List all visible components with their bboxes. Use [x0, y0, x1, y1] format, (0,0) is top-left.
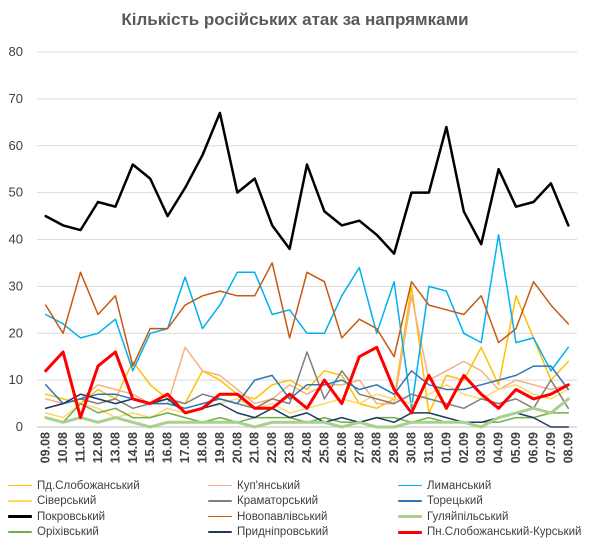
legend-label: Куп'янський [237, 479, 301, 492]
plot-area: 0 10 20 30 40 50 60 70 80 09.08 10.08 11.08 12.08 13.… [9, 44, 577, 463]
legend-swatch [208, 484, 232, 487]
legend-item: Покровський [8, 509, 105, 524]
legend-label: Пд.Слобожанський [37, 479, 140, 492]
x-tick-label: 29.08 [387, 432, 401, 463]
y-tick-label: 80 [9, 44, 23, 59]
legend-swatch [8, 500, 32, 502]
x-tick-label: 18.08 [195, 432, 209, 463]
x-tick-label: 08.09 [561, 432, 575, 463]
x-tick-label: 10.08 [56, 432, 70, 463]
legend-item: Краматорський [208, 494, 318, 509]
legend-label: Пн.Слобожанський-Курський [427, 526, 582, 538]
legend-label: Оріхівський [37, 526, 99, 538]
legend-swatch [8, 531, 32, 533]
legend-label: Покровський [37, 510, 106, 523]
x-tick-label: 19.08 [213, 432, 227, 463]
legend-swatch [398, 530, 422, 534]
x-tick-label: 11.08 [74, 432, 88, 463]
y-tick-label: 10 [9, 372, 23, 387]
legend-label: Краматорський [237, 495, 319, 507]
legend-label: Сіверський [37, 495, 97, 507]
series-line [44, 295, 570, 405]
legend-label: Торецький [427, 495, 483, 507]
legend-item: Куп'янський [208, 478, 300, 493]
series-line [44, 262, 570, 367]
x-tick-label: 15.08 [143, 432, 157, 463]
legend-item: Пн.Слобожанський-Курський [398, 525, 581, 540]
x-tick-label: 05.09 [509, 432, 523, 463]
x-tick-label: 20.08 [230, 432, 244, 463]
y-tick-label: 40 [9, 232, 23, 247]
x-tick-label: 03.09 [474, 432, 488, 463]
x-tick-label: 09.08 [39, 432, 53, 463]
chart-title: Кількість російських атак за напрямками [121, 10, 469, 29]
x-tick-label: 04.09 [492, 432, 506, 463]
x-tick-label: 12.08 [91, 432, 105, 463]
series-line [44, 397, 570, 429]
legend-item: Сіверський [8, 494, 96, 509]
series-line [44, 111, 570, 255]
legend-item: Новопавлівський [208, 509, 327, 524]
x-tick-label: 30.08 [405, 432, 419, 463]
y-tick-label: 0 [16, 419, 23, 434]
legend-item: Оріхівський [8, 525, 99, 540]
legend-swatch [208, 531, 232, 533]
y-tick-label: 60 [9, 138, 23, 153]
series-line [44, 234, 570, 410]
legend-swatch [8, 484, 32, 487]
legend-label: Придніпровський [237, 526, 329, 538]
legend-item: Пд.Слобожанський [8, 478, 140, 493]
legend-label: Гуляйпільський [427, 510, 509, 523]
x-tick-label: 27.08 [352, 432, 366, 463]
legend-label: Новопавлівський [237, 510, 328, 523]
legend-swatch [398, 500, 422, 502]
x-tick-label: 21.08 [248, 432, 262, 463]
x-tick-label: 16.08 [161, 432, 175, 463]
x-tick-label: 07.09 [544, 432, 558, 463]
y-tick-label: 30 [9, 278, 23, 293]
x-tick-label: 14.08 [126, 432, 140, 463]
x-tick-label: 25.08 [317, 432, 331, 463]
y-tick-label: 50 [9, 185, 23, 200]
legend-item: Торецький [398, 494, 483, 509]
legend-swatch [398, 515, 422, 518]
x-tick-label: 28.08 [370, 432, 384, 463]
legend-swatch [208, 515, 232, 518]
legend-swatch [8, 515, 32, 518]
x-tick-label: 01.09 [439, 432, 453, 463]
x-tick-label: 02.09 [457, 432, 471, 463]
x-tick-label: 31.08 [422, 432, 436, 463]
x-tick-label: 22.08 [265, 432, 279, 463]
series-line [44, 345, 570, 420]
x-tick-label: 23.08 [283, 432, 297, 463]
legend-item: Гуляйпільський [398, 509, 508, 524]
legend-swatch [398, 484, 422, 487]
x-tick-label: 17.08 [178, 432, 192, 463]
series-line [44, 285, 570, 414]
x-tick-label: 06.09 [526, 432, 540, 463]
y-tick-label: 70 [9, 91, 23, 106]
legend-item: Лиманський [398, 478, 491, 493]
legend-item: Придніпровський [208, 525, 328, 540]
y-tick-label: 20 [9, 325, 23, 340]
x-tick-label: 24.08 [300, 432, 314, 463]
x-tick-label: 26.08 [335, 432, 349, 463]
series-line [44, 351, 570, 410]
legend-label: Лиманський [427, 479, 492, 492]
x-tick-label: 13.08 [108, 432, 122, 463]
legend-swatch [208, 500, 232, 502]
